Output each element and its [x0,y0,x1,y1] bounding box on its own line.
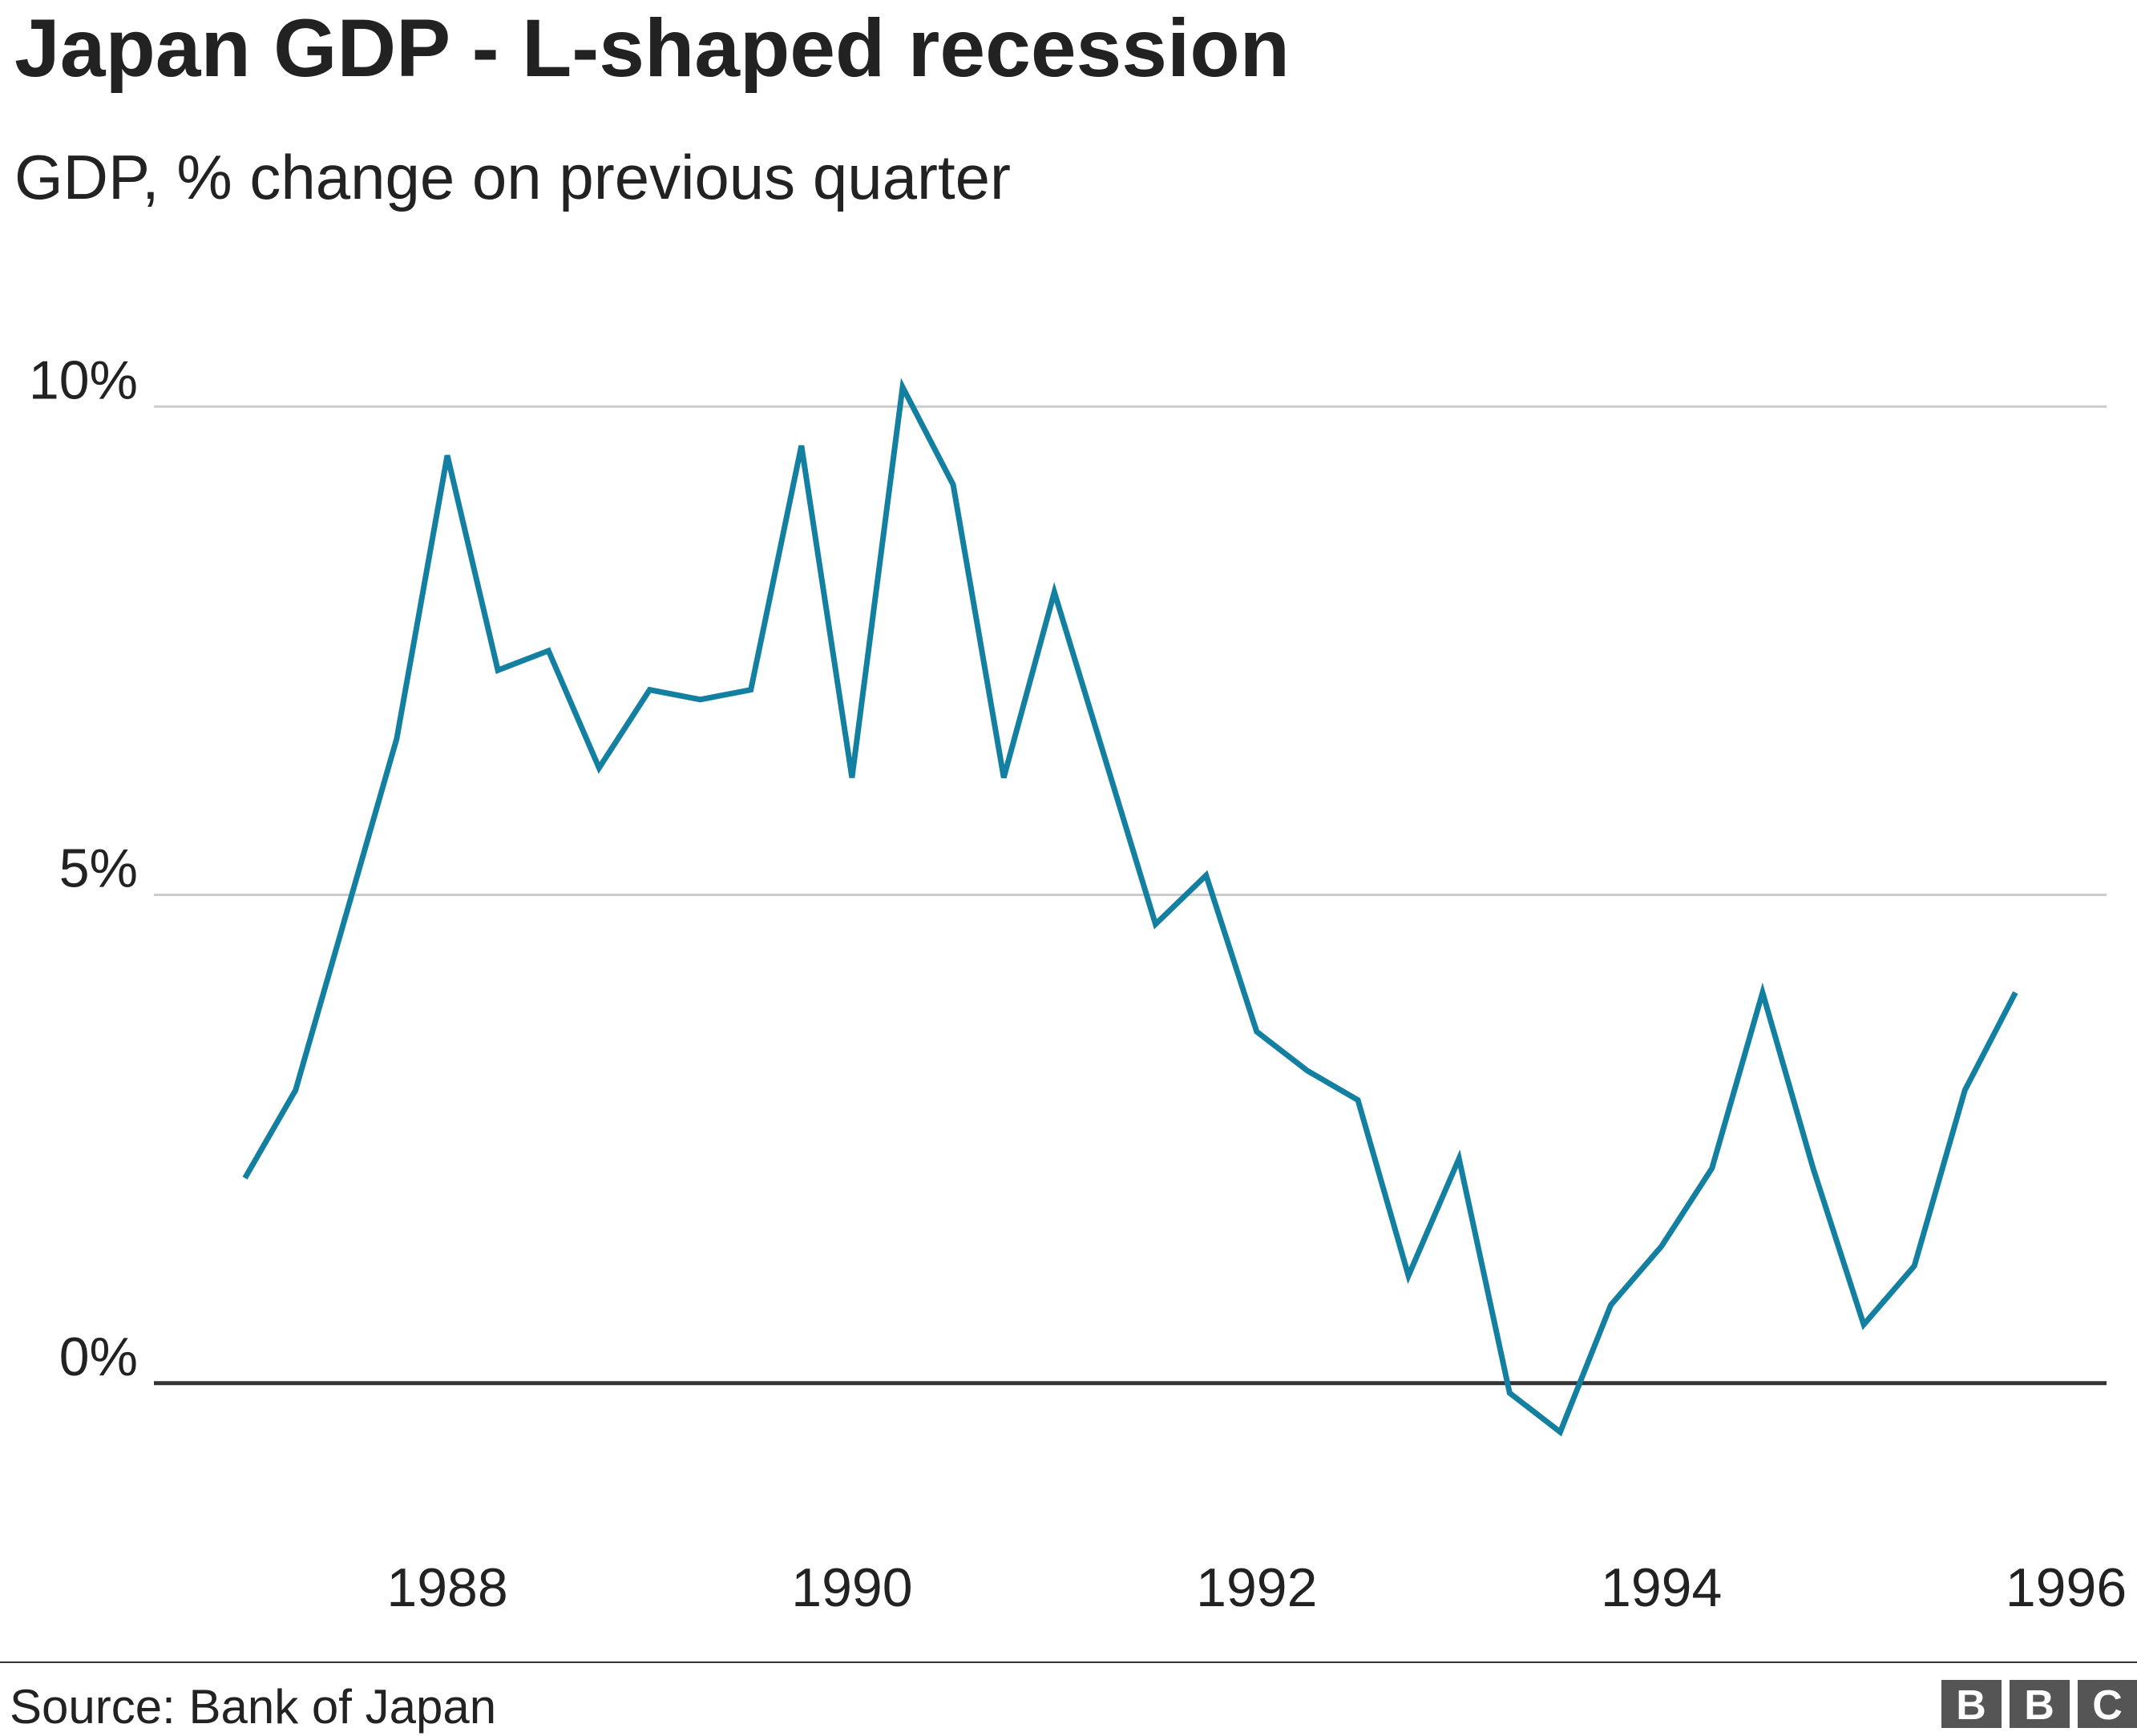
chart-title: Japan GDP - L-shaped recession [14,2,1290,94]
x-tick-label: 1996 [2006,1557,2127,1618]
x-tick-label: 1994 [1601,1557,1722,1618]
source: Source: Bank of Japan [10,1680,496,1734]
chart-subtitle: GDP, % change on previous quarter [14,142,1011,212]
logo-letter: B [2024,1682,2054,1729]
x-tick-label: 1992 [1196,1557,1317,1618]
logo-box [2010,1680,2070,1728]
logo-box [1941,1680,2002,1728]
x-tick-label: 1988 [386,1557,507,1618]
line [242,377,2018,1437]
logo: B B C [1941,1680,2137,1729]
y-tick-label: 5% [59,838,138,899]
x-tick-label: 1990 [791,1557,912,1618]
logo-letter: B [1956,1682,1986,1729]
y-tick-label: 0% [59,1326,138,1387]
logo-letter: C [2092,1682,2123,1729]
logo-box [2078,1680,2137,1728]
y-tick-label: 10% [29,349,138,410]
